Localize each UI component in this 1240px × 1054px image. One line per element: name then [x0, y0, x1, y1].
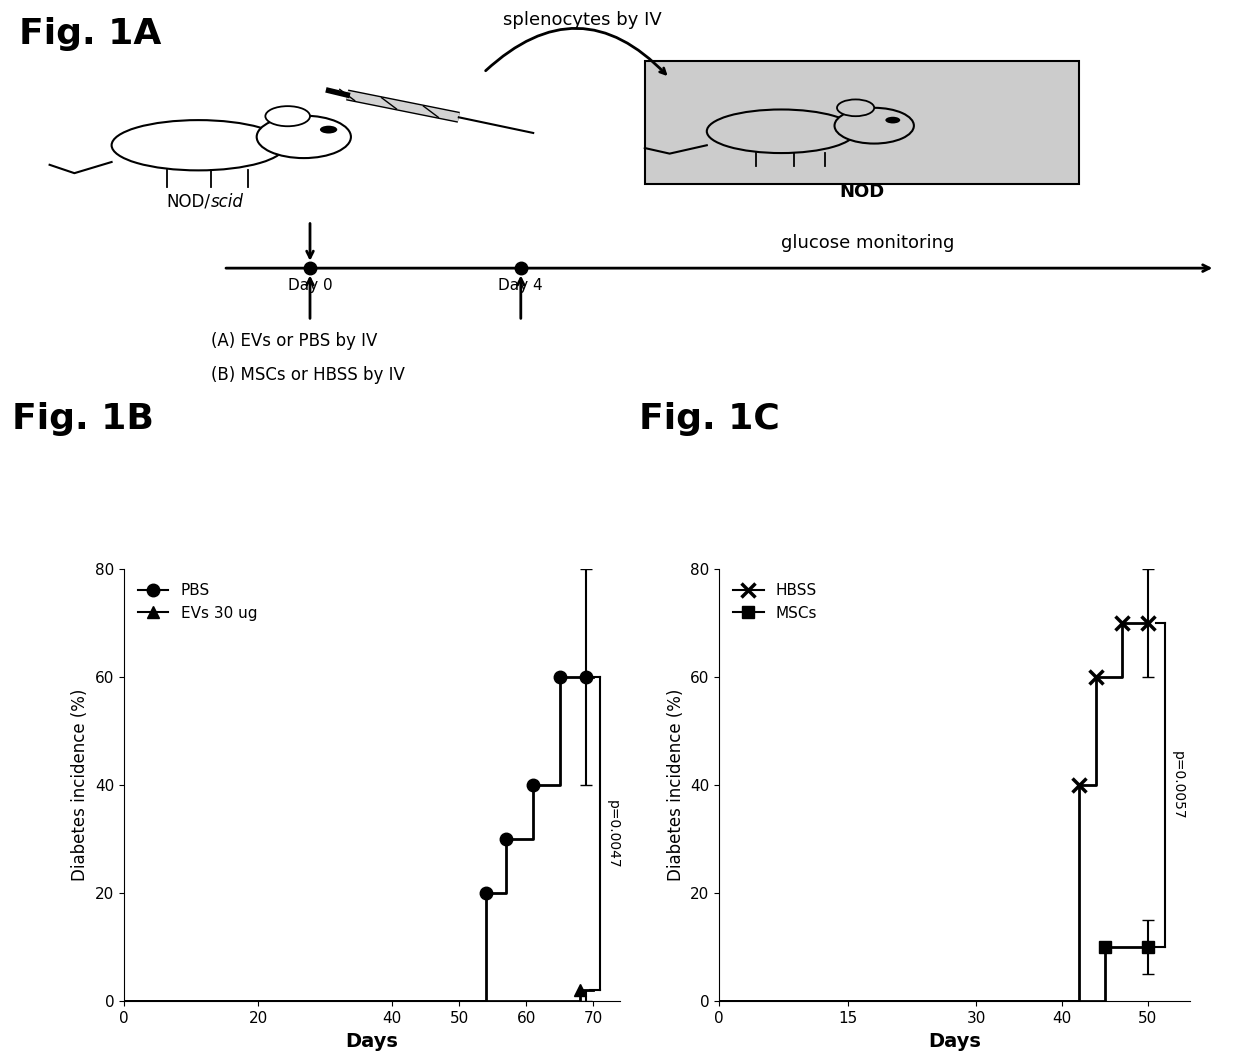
Text: p=0.0047: p=0.0047 [605, 800, 619, 868]
Y-axis label: Diabetes incidence (%): Diabetes incidence (%) [72, 689, 89, 881]
Text: Fig. 1B: Fig. 1B [12, 403, 154, 436]
Circle shape [265, 106, 310, 126]
Text: glucose monitoring: glucose monitoring [781, 234, 955, 253]
Legend: HBSS, MSCs: HBSS, MSCs [727, 577, 823, 627]
Ellipse shape [707, 110, 856, 153]
X-axis label: Days: Days [929, 1032, 981, 1051]
Text: Fig. 1C: Fig. 1C [639, 403, 780, 436]
Text: (B) MSCs or HBSS by IV: (B) MSCs or HBSS by IV [211, 366, 404, 384]
Text: NOD/: NOD/ [167, 193, 211, 211]
Text: (A) EVs or PBS by IV: (A) EVs or PBS by IV [211, 332, 377, 350]
Circle shape [885, 117, 900, 123]
Legend: PBS, EVs 30 ug: PBS, EVs 30 ug [131, 577, 263, 627]
Text: Fig. 1A: Fig. 1A [19, 17, 161, 51]
Circle shape [837, 99, 874, 116]
Text: Day 4: Day 4 [498, 278, 543, 293]
Circle shape [320, 125, 337, 134]
X-axis label: Days: Days [346, 1032, 398, 1051]
Circle shape [257, 116, 351, 158]
Circle shape [835, 108, 914, 143]
Text: NOD: NOD [839, 183, 884, 201]
Text: p=0.0057: p=0.0057 [1171, 750, 1184, 820]
Y-axis label: Diabetes incidence (%): Diabetes incidence (%) [667, 689, 684, 881]
Text: splenocytes by IV: splenocytes by IV [503, 12, 662, 30]
Ellipse shape [112, 120, 285, 171]
Text: Day 0: Day 0 [288, 278, 332, 293]
FancyBboxPatch shape [645, 61, 1079, 184]
Text: scid: scid [211, 193, 244, 211]
